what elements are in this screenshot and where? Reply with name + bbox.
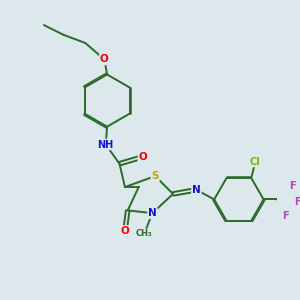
Text: O: O: [138, 152, 147, 162]
Text: N: N: [148, 208, 157, 218]
Text: O: O: [121, 226, 129, 236]
Text: F: F: [289, 181, 296, 191]
Text: CH₃: CH₃: [136, 229, 152, 238]
Text: O: O: [100, 54, 109, 64]
Text: F: F: [282, 211, 289, 221]
Text: F: F: [295, 197, 300, 207]
Text: N: N: [192, 185, 201, 195]
Text: NH: NH: [98, 140, 114, 149]
Text: S: S: [152, 171, 159, 181]
Text: Cl: Cl: [250, 157, 261, 166]
